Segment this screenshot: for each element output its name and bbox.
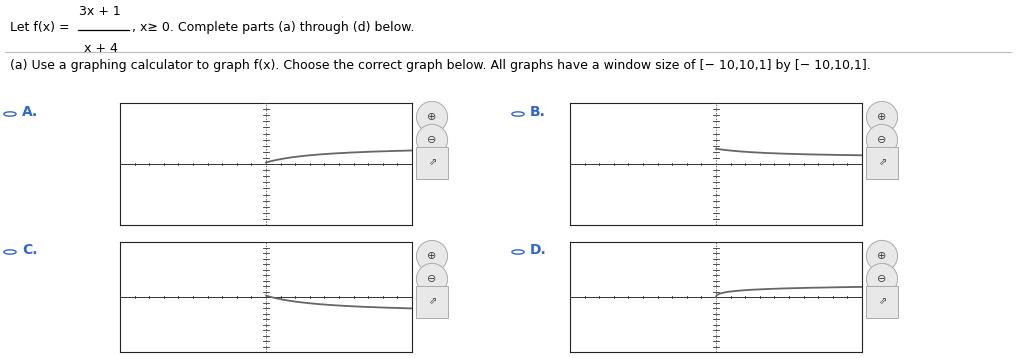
Text: ⊕: ⊕ — [428, 251, 437, 261]
Text: ⊖: ⊖ — [877, 274, 887, 284]
Text: ⇗: ⇗ — [878, 297, 886, 307]
Text: ⇗: ⇗ — [428, 297, 436, 307]
Text: ⊕: ⊕ — [428, 112, 437, 122]
Text: ⊖: ⊖ — [428, 135, 437, 145]
Text: x + 4: x + 4 — [84, 42, 118, 55]
Text: D.: D. — [530, 243, 547, 257]
Text: Let f(x) =: Let f(x) = — [10, 21, 70, 34]
Text: ⇗: ⇗ — [878, 158, 886, 168]
Text: C.: C. — [22, 243, 38, 257]
Text: , x≥ 0. Complete parts (a) through (d) below.: , x≥ 0. Complete parts (a) through (d) b… — [132, 21, 415, 34]
Text: ⇗: ⇗ — [428, 158, 436, 168]
Text: ⊖: ⊖ — [428, 274, 437, 284]
Text: (a) Use a graphing calculator to graph f(x). Choose the correct graph below. All: (a) Use a graphing calculator to graph f… — [10, 58, 871, 72]
Text: ⊖: ⊖ — [877, 135, 887, 145]
Text: 3x + 1: 3x + 1 — [79, 5, 121, 18]
Text: ⊕: ⊕ — [877, 251, 887, 261]
Text: ⊕: ⊕ — [877, 112, 887, 122]
Text: B.: B. — [530, 105, 546, 119]
Text: A.: A. — [22, 105, 39, 119]
